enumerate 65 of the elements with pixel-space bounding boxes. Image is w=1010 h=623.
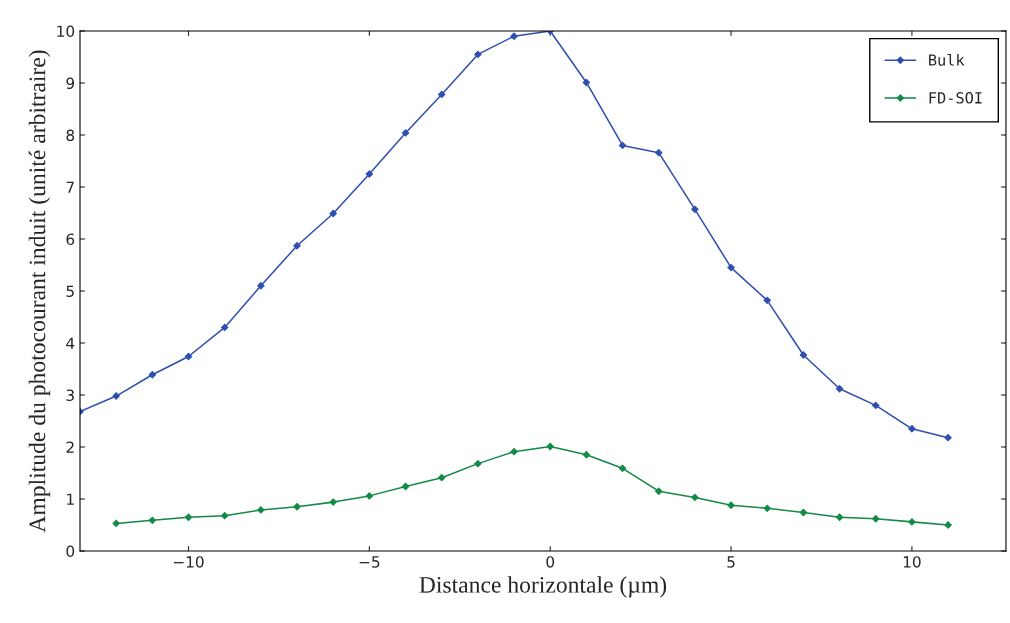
point (293, 502, 301, 511)
point (329, 209, 338, 218)
point (799, 351, 808, 359)
point (112, 519, 121, 528)
legend-label: FD-SOI (929, 92, 982, 104)
point (112, 392, 121, 400)
point (871, 514, 880, 523)
point (256, 281, 265, 290)
point (220, 511, 229, 520)
point (618, 464, 627, 473)
point (437, 473, 446, 482)
y-tick-label: 8 (66, 129, 75, 142)
point (437, 90, 446, 99)
point (365, 170, 374, 178)
point (473, 459, 482, 468)
point (184, 513, 193, 522)
y-tick-label: 10 (57, 25, 75, 38)
point (148, 370, 157, 379)
point (510, 32, 518, 41)
point (256, 505, 265, 514)
y-tick-label: 4 (66, 337, 75, 349)
x-tick-label: 0 (546, 556, 555, 568)
point (871, 401, 880, 410)
y-tick-label: 2 (66, 441, 74, 453)
point (654, 148, 663, 157)
point (727, 263, 735, 272)
point (401, 128, 410, 137)
y-tick-label: 9 (66, 77, 75, 90)
point (654, 487, 663, 496)
point (582, 450, 591, 459)
point (293, 241, 301, 250)
point (907, 424, 916, 433)
x-tick-label: 10 (903, 556, 921, 568)
y-axis-title: Amplitude du photocourant induit (unité arbitraire) (28, 50, 51, 533)
y-tick-label: 0 (66, 545, 75, 558)
point (618, 141, 627, 150)
point (148, 516, 157, 525)
point (727, 501, 735, 510)
point (944, 521, 953, 529)
y-tick-label: 3 (66, 389, 74, 402)
y-tick-label: 7 (66, 181, 74, 193)
point (220, 323, 229, 332)
point (907, 517, 916, 526)
point (763, 296, 772, 305)
point (546, 442, 555, 451)
x-axis-title: Distance horizontale (µm) (419, 576, 667, 598)
point (835, 513, 844, 522)
x-tick-label: −10 (174, 556, 204, 568)
point (690, 205, 699, 214)
point (365, 491, 374, 500)
point (763, 504, 772, 513)
point (510, 447, 518, 456)
point (582, 78, 591, 87)
y-tick-label: 5 (66, 285, 74, 298)
point (799, 508, 808, 517)
x-tick-label: 5 (727, 556, 735, 568)
y-tick-label: 1 (67, 493, 74, 505)
x-tick-label: −5 (359, 556, 380, 568)
point (690, 493, 699, 502)
y-tick-label: 6 (66, 233, 75, 246)
point (329, 498, 338, 507)
point (944, 433, 953, 442)
point (473, 50, 482, 59)
point (835, 384, 844, 393)
legend-label: Bulk (929, 53, 965, 66)
